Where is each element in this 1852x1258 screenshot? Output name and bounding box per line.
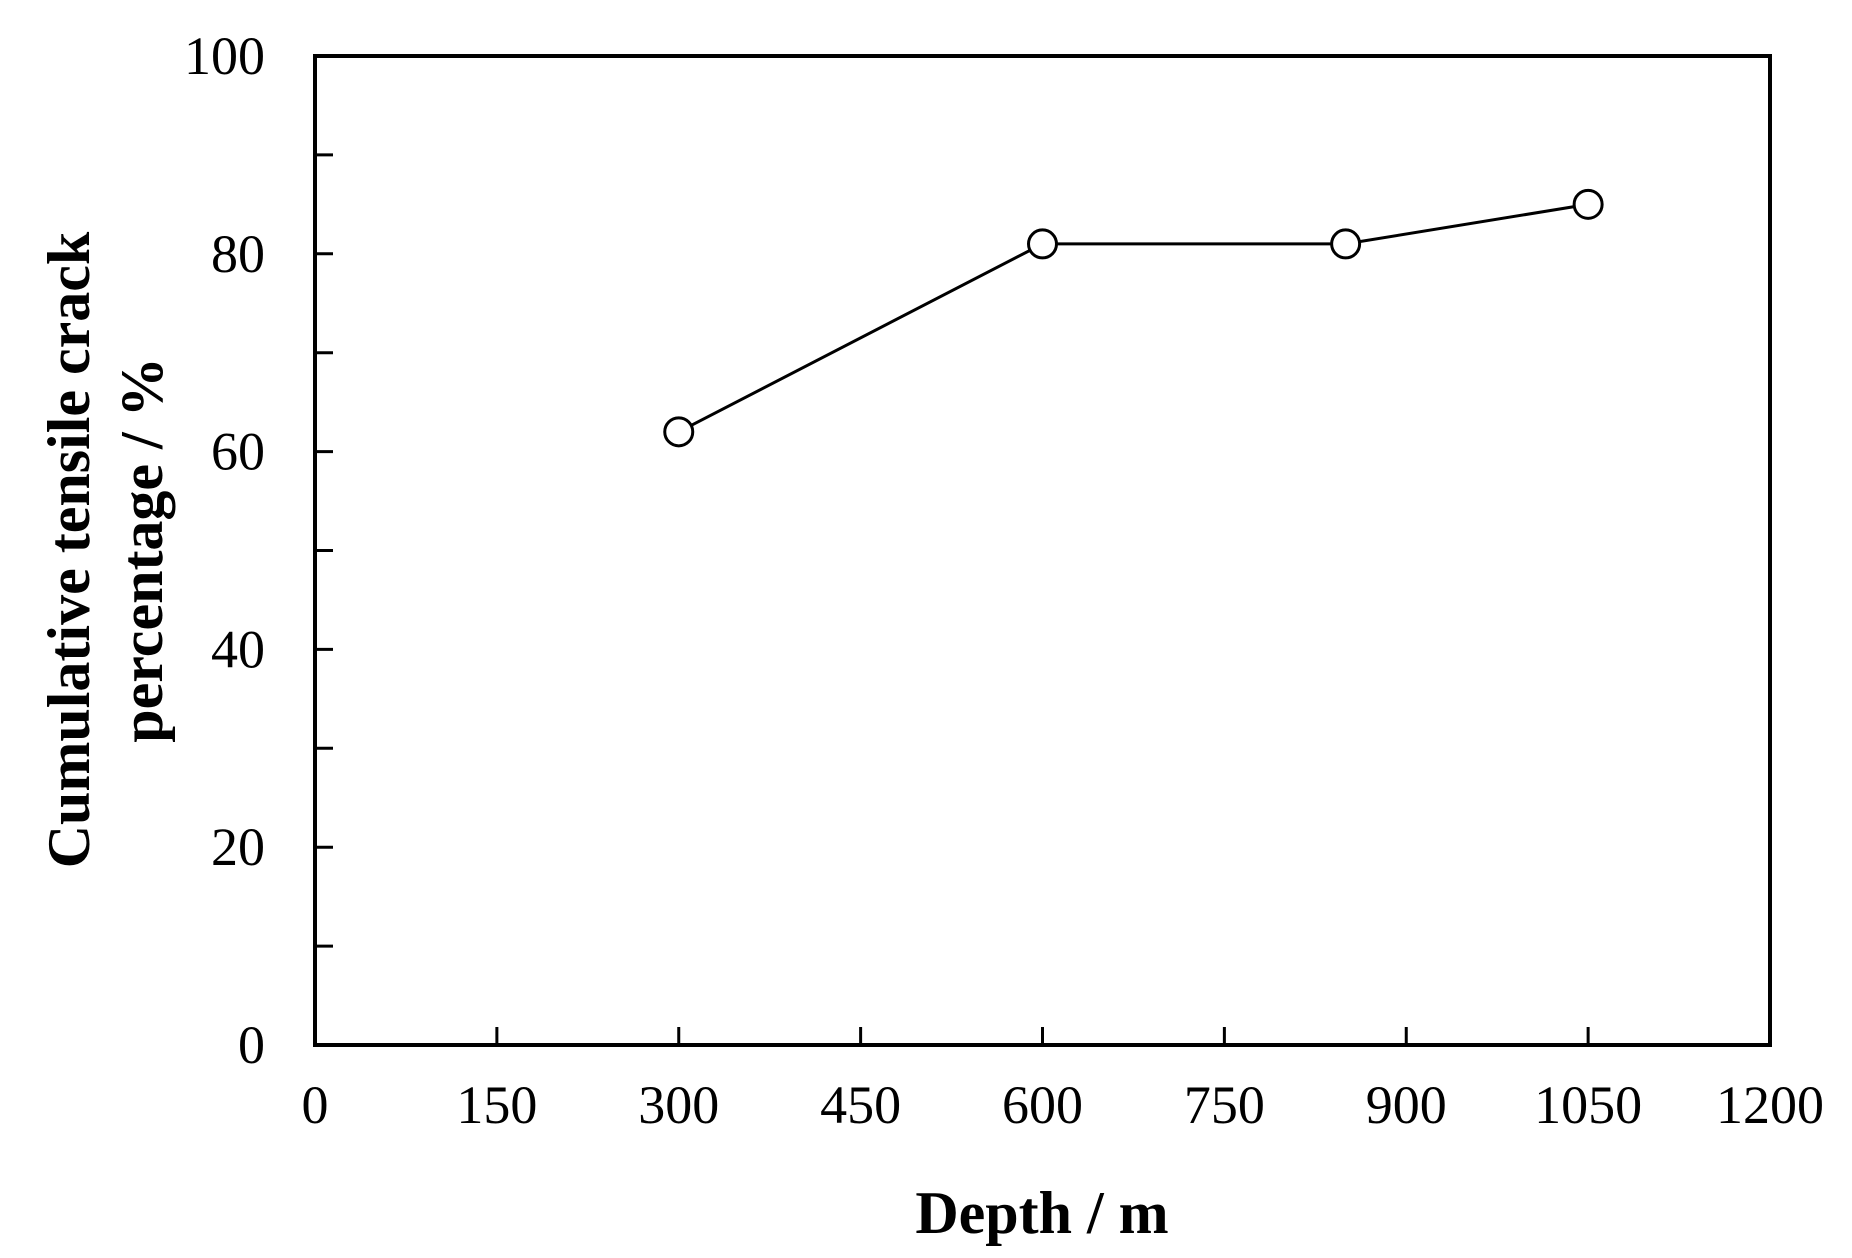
data-point (663, 416, 695, 448)
y-tick-label: 20 (211, 817, 265, 877)
x-tick-label: 900 (1366, 1075, 1447, 1135)
x-tick-label: 1200 (1716, 1075, 1824, 1135)
y-tick-label: 100 (184, 26, 265, 86)
x-tick-label: 1050 (1534, 1075, 1642, 1135)
x-tick-label: 300 (638, 1075, 719, 1135)
series-layer (663, 188, 1604, 448)
ticks-layer: 0 150 300 450 600 750 900 1050 1200 0 20 40 60 80 100 (184, 26, 1824, 1135)
y-tick-label: 40 (211, 619, 265, 679)
data-point (1027, 228, 1058, 260)
y-tick-label: 0 (238, 1015, 265, 1075)
x-tick-label: 450 (820, 1075, 901, 1135)
x-axis-title: Depth / m (915, 1180, 1168, 1246)
plot-frame (313, 54, 1772, 1047)
x-tick-label: 0 (302, 1075, 329, 1135)
y-axis-title-line-1: Cumulative tensile crack (36, 231, 102, 868)
x-tick-label: 600 (1002, 1075, 1083, 1135)
series-line (678, 202, 1589, 434)
x-tick-label: 150 (456, 1075, 537, 1135)
y-tick-label: 60 (211, 422, 265, 482)
data-point (1330, 228, 1362, 260)
y-tick-label: 80 (211, 224, 265, 284)
data-point (1572, 188, 1604, 220)
x-tick-label: 750 (1184, 1075, 1265, 1135)
y-axis-title-line-2: percentage / % (109, 357, 175, 742)
